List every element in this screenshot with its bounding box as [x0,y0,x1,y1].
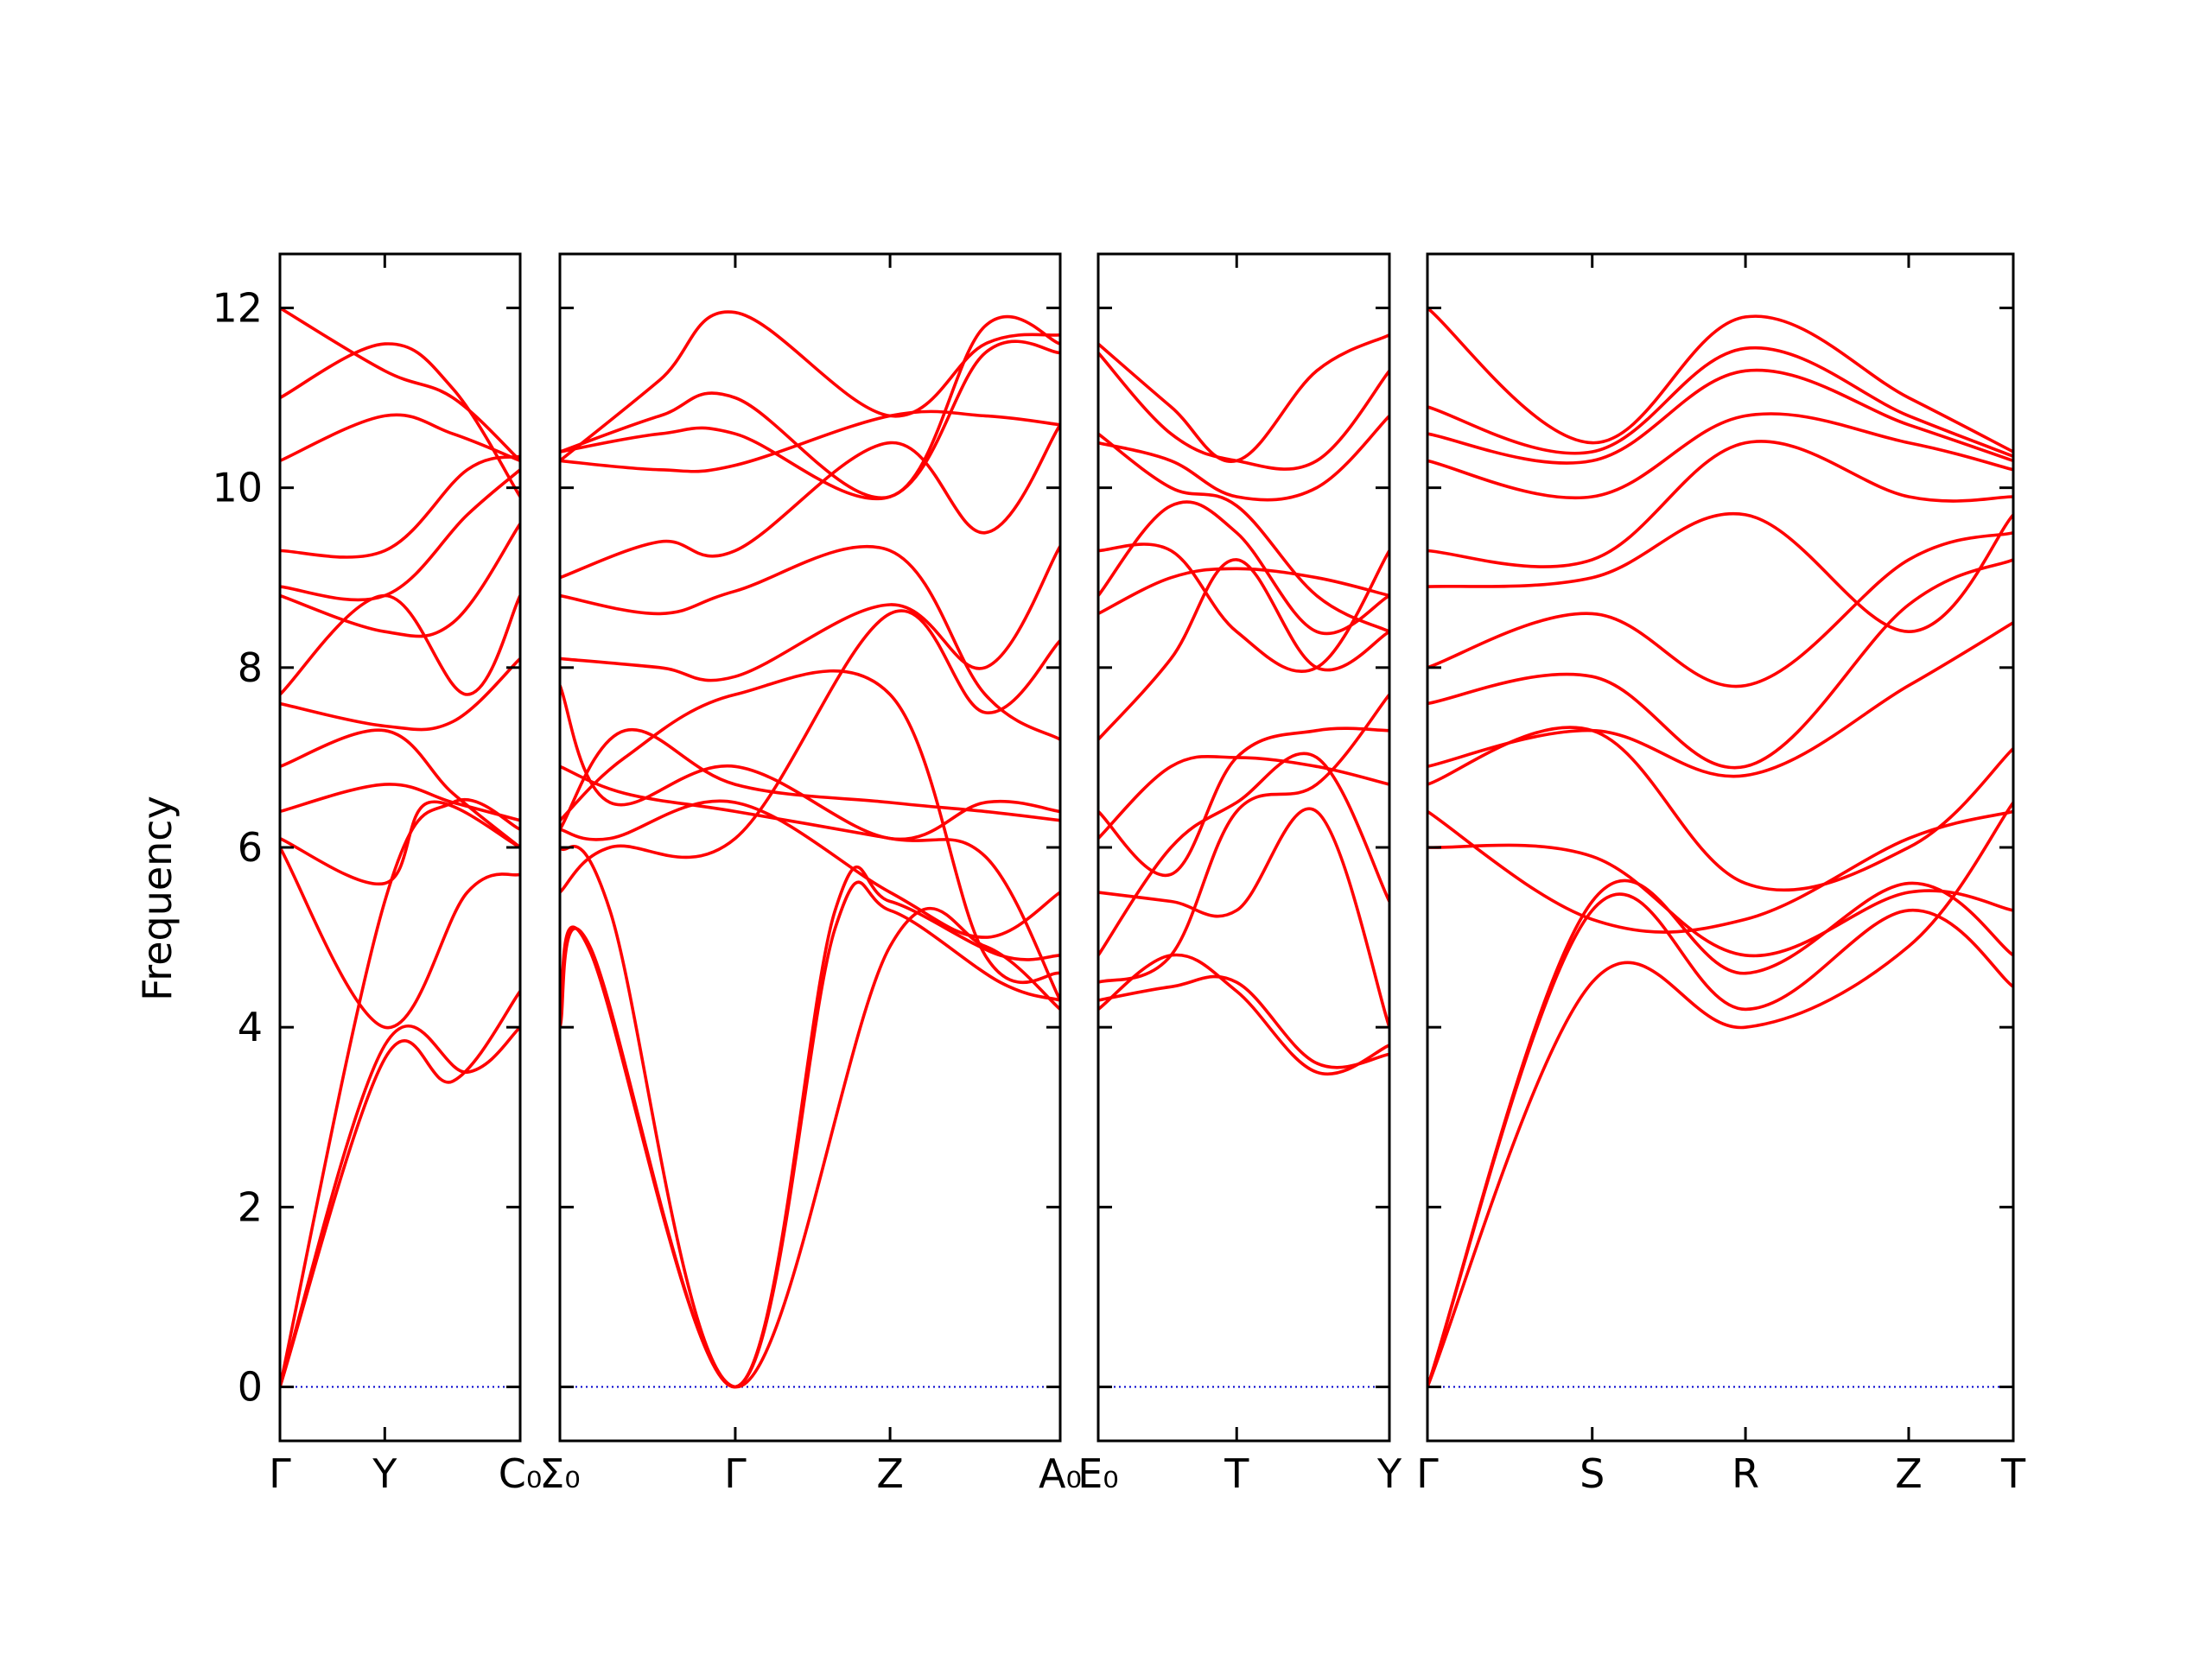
panel-4-band-9 [1427,530,2013,688]
panel-3-band-10 [1098,500,1389,636]
panel-1-band-2 [280,989,520,1389]
panel-1-band-5 [280,800,520,886]
panel-1: Γ Y C₀ [269,252,543,1497]
panel-1-band-13 [280,413,520,463]
panel-3-xtick-label-1: E₀ [1077,1450,1119,1497]
panel-4-band-10 [1427,511,2013,633]
panel-4-xtick-label-3: R [1732,1450,1759,1497]
panel-1-bands [280,306,520,1389]
panel-2-band-16 [560,310,1060,463]
panel-4-band-5 [1427,809,2013,934]
panel-2-band-8 [560,683,1060,841]
panel-2-bands [560,310,1060,1389]
panel-3-band-8 [1098,558,1389,741]
panel-1-band-10 [280,522,520,638]
panel-2-xtick-label-2: Γ [724,1450,747,1497]
panel-1-band-6 [280,783,520,822]
panel-2: Σ₀ Γ Z A₀ [539,252,1082,1497]
panel-4-band-3 [1427,879,2013,1389]
panel-4-xtick-label-5: T [2000,1450,2026,1497]
panel-4-xtick-label-4: Z [1895,1450,1923,1497]
panel-1-band-12 [280,454,520,559]
panel-1-band-4 [280,846,520,1030]
panel-2-band-13 [560,409,1060,473]
panel-3-band-2 [1098,974,1389,1069]
panel-2-band-11 [560,544,1060,741]
panel-4-band-11 [1427,440,2013,568]
panel-2-band-7 [560,727,1060,831]
panel-2-band-2 [560,880,1060,1389]
ytick-label-6: 6 [238,824,263,871]
panel-3-band-9 [1098,567,1389,616]
panel-1-band-1 [280,1024,520,1389]
panel-2-xtick-label-1: Σ₀ [539,1450,581,1497]
panel-3-xtick-label-2: T [1224,1450,1249,1497]
panel-4-band-6 [1427,726,2013,892]
panel-3-band-6 [1098,726,1389,878]
panel-4-band-4 [1427,843,2013,958]
ytick-label-4: 4 [238,1004,263,1050]
panel-3: E₀ T Y [1077,252,1402,1497]
panel-4-band-13 [1427,368,2013,465]
panel-4-band-12 [1427,412,2013,500]
panel-4-bands [1427,306,2013,1389]
ytick-label-8: 8 [238,644,263,691]
panel-3-bands [1098,333,1389,1075]
panel-1-band-8 [280,657,520,732]
panel-3-xtick-label-3: Y [1376,1450,1402,1497]
panel-3-band-11 [1098,542,1389,674]
panel-2-band-14 [560,339,1060,500]
panel-3-band-4 [1098,807,1389,1029]
panel-1-band-14 [280,342,520,498]
ytick-label-0: 0 [238,1364,263,1411]
panel-4-xtick-label-1: Γ [1416,1450,1439,1497]
panel-1-band-11 [280,468,520,602]
panel-3-band-1 [1098,953,1389,1075]
ytick-label-2: 2 [238,1183,263,1230]
panel-1-band-7 [280,728,520,849]
panel-1-xtick-label-1: Γ [269,1450,291,1497]
panel-2-band-10 [560,544,1060,682]
panel-2-band-12 [560,423,1060,580]
panel-4-band-15 [1427,306,2013,454]
panel-4-band-8 [1427,558,2013,770]
ytick-label-10: 10 [212,465,263,511]
panel-4-band-7 [1427,621,2013,778]
panel-1-xtick-label-3: C₀ [499,1450,543,1497]
panel-2-band-15 [560,314,1060,500]
panel-3-band-5 [1098,752,1389,957]
ytick-label-12: 12 [212,284,263,331]
panel-3-band-15 [1098,333,1389,463]
panel-3-band-7 [1098,754,1389,841]
panel-1-band-3 [280,797,520,1389]
panel-2-band-6 [560,764,1060,1002]
panel-2-band-9 [560,669,1060,985]
panel-2-xtick-label-4: A₀ [1039,1450,1082,1497]
panel-2-band-4 [560,609,1060,894]
y-axis-label: Frequency [134,796,181,1001]
panel-4-band-14 [1427,346,2013,458]
panel-4-xtick-label-2: S [1580,1450,1605,1497]
panel-3-band-3 [1098,693,1389,984]
panel-2-band-3 [560,844,1060,1389]
panel-1-band-15 [280,306,520,463]
panel-2-band-5 [560,799,1060,939]
panel-4-band-1 [1427,801,2013,1389]
panel-3-band-13 [1098,414,1389,502]
panel-1-band-9 [280,593,520,696]
panel-2-xtick-label-3: Z [876,1450,904,1497]
panel-1-xtick-label-2: Y [372,1450,397,1497]
panel-3-band-12 [1098,432,1389,633]
